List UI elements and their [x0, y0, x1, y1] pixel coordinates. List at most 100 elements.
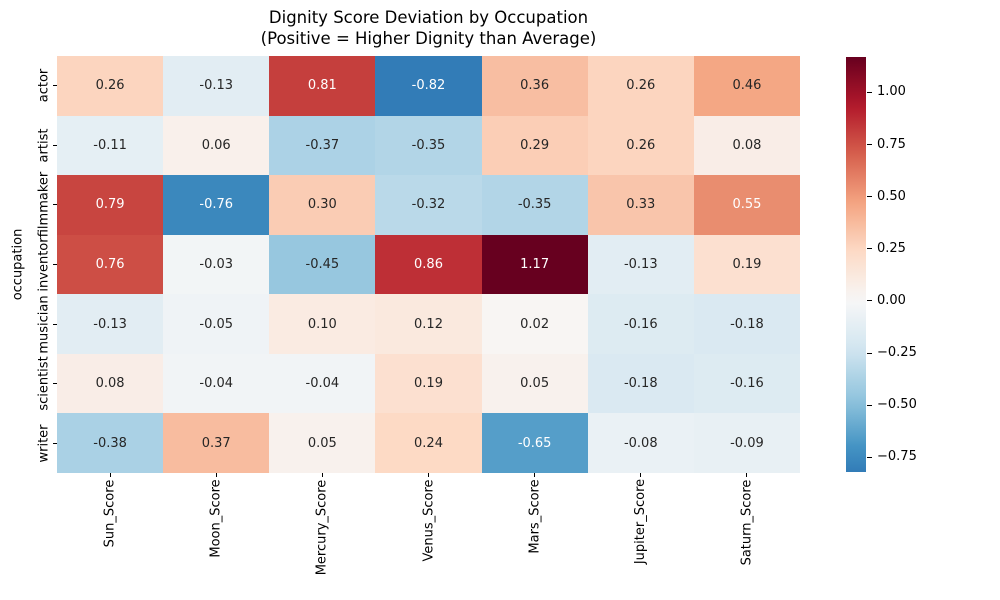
heatmap-cell: 0.08 [693, 115, 800, 176]
axis-tick-mark [867, 248, 872, 250]
heatmap-cell: 0.37 [163, 413, 270, 473]
heatmap-cell: -0.18 [693, 294, 800, 354]
axis-tick-mark [867, 196, 872, 198]
heatmap-cell: -0.13 [587, 234, 694, 295]
heatmap-cell: 0.55 [693, 175, 800, 235]
colorbar-tick-label: 0.25 [877, 240, 906, 256]
axis-tick-mark [867, 144, 872, 146]
axis-tick-mark [53, 144, 57, 146]
y-tick-label: scientist [36, 356, 52, 411]
heatmap-cell: 0.26 [57, 56, 164, 116]
axis-tick-mark [53, 383, 57, 385]
heatmap-cell: -0.37 [269, 115, 376, 176]
heatmap-cell: 0.26 [587, 56, 694, 116]
y-tick-label: inventor [36, 237, 52, 292]
colorbar-tick-label: 0.75 [877, 136, 906, 152]
colorbar-tick-label: −0.75 [877, 449, 917, 465]
heatmap-cell: -0.16 [693, 353, 800, 414]
heatmap-cell: -0.32 [375, 175, 482, 235]
heatmap-cell: -0.13 [57, 294, 164, 354]
heatmap-cell: 0.12 [375, 294, 482, 354]
x-tick-label: Saturn_Score [739, 479, 755, 565]
axis-tick-mark [321, 473, 323, 477]
x-tick-label: Jupiter_Score [633, 478, 649, 565]
colorbar-tick-label: −0.25 [877, 345, 917, 361]
y-tick-label: filmmaker [36, 172, 52, 238]
x-tick-label: Venus_Score [421, 478, 437, 562]
chart-title: Dignity Score Deviation by Occupation (P… [57, 7, 800, 49]
axis-tick-mark [867, 456, 872, 458]
axis-tick-mark [53, 442, 57, 444]
heatmap-cell: 0.05 [269, 413, 376, 473]
axis-tick-mark [867, 300, 872, 302]
heatmap-cell: 0.08 [57, 353, 164, 414]
colorbar [846, 57, 866, 472]
heatmap-cell: -0.82 [375, 56, 482, 116]
axis-tick-mark [867, 404, 872, 406]
colorbar-tick-label: 0.50 [877, 188, 906, 204]
heatmap-cell: -0.45 [269, 234, 376, 295]
axis-tick-mark [867, 352, 872, 354]
heatmap-cell: -0.35 [375, 115, 482, 176]
colorbar-tick-label: 0.00 [877, 292, 906, 308]
y-tick-label: artist [36, 128, 52, 163]
chart-title-line2: (Positive = Higher Dignity than Average) [260, 29, 597, 48]
axis-tick-mark [109, 473, 111, 477]
axis-tick-mark [640, 473, 642, 477]
y-tick-label: writer [36, 424, 52, 463]
heatmap-cell: 0.81 [269, 56, 376, 116]
heatmap-cell: -0.05 [163, 294, 270, 354]
axis-tick-mark [534, 473, 536, 477]
heatmap-cell: -0.18 [587, 353, 694, 414]
y-tick-label: actor [36, 69, 52, 103]
heatmap-cell: 0.26 [587, 115, 694, 176]
x-tick-label: Sun_Score [102, 479, 118, 547]
axis-tick-mark [53, 323, 57, 325]
colorbar-tick-label: −0.50 [877, 397, 917, 413]
y-tick-label: musician [36, 294, 52, 354]
heatmap-grid: 0.26 -0.13 0.81 -0.82 0.36 0.26 0.46 -0.11 0.06-… [57, 56, 800, 473]
heatmap-cell: 0.86 [375, 234, 482, 295]
heatmap-cell: 0.30 [269, 175, 376, 235]
heatmap-cell: 1.17 [481, 234, 588, 295]
colorbar-tick-label: 1.00 [877, 84, 906, 100]
heatmap-cell: -0.03 [163, 234, 270, 295]
heatmap-cell: -0.38 [57, 413, 164, 473]
x-tick-label: Moon_Score [208, 478, 224, 558]
axis-tick-mark [215, 473, 217, 477]
heatmap-cell: -0.35 [481, 175, 588, 235]
heatmap-cell: -0.09 [693, 413, 800, 473]
axis-tick-mark [867, 91, 872, 93]
heatmap-cell: 0.06 [163, 115, 270, 176]
y-axis-label: occupation [10, 228, 26, 301]
axis-tick-mark [428, 473, 429, 477]
axis-tick-mark [53, 204, 57, 206]
heatmap-cell: -0.08 [587, 413, 694, 473]
heatmap-cell: 0.33 [587, 175, 694, 235]
heatmap-cell: 0.10 [269, 294, 376, 354]
heatmap-cell: 0.29 [481, 115, 588, 176]
heatmap-cell: 0.79 [57, 175, 164, 235]
heatmap-cell: 0.02 [481, 294, 588, 354]
x-tick-label: Mars_Score [527, 478, 543, 554]
heatmap-cell: 0.46 [693, 56, 800, 116]
heatmap-cell: -0.04 [269, 353, 376, 414]
heatmap-cell: -0.76 [163, 175, 270, 235]
heatmap-cell: -0.13 [163, 56, 270, 116]
heatmap-cell: 0.36 [481, 56, 588, 116]
heatmap-cell: -0.11 [57, 115, 164, 176]
x-tick-label: Mercury_Score [314, 479, 330, 575]
heatmap-cell: 0.24 [375, 413, 482, 473]
axis-tick-mark [53, 85, 57, 87]
axis-tick-mark [746, 473, 748, 477]
heatmap-cell: 0.19 [375, 353, 482, 414]
heatmap-cell: -0.04 [163, 353, 270, 414]
heatmap-cell: 0.19 [693, 234, 800, 295]
axis-tick-mark [53, 264, 57, 265]
heatmap-cell: 0.05 [481, 353, 588, 414]
heatmap-cell: 0.76 [57, 234, 164, 295]
heatmap-cell: -0.16 [587, 294, 694, 354]
chart-title-line1: Dignity Score Deviation by Occupation [268, 8, 589, 27]
heatmap-cell: -0.65 [481, 413, 588, 473]
